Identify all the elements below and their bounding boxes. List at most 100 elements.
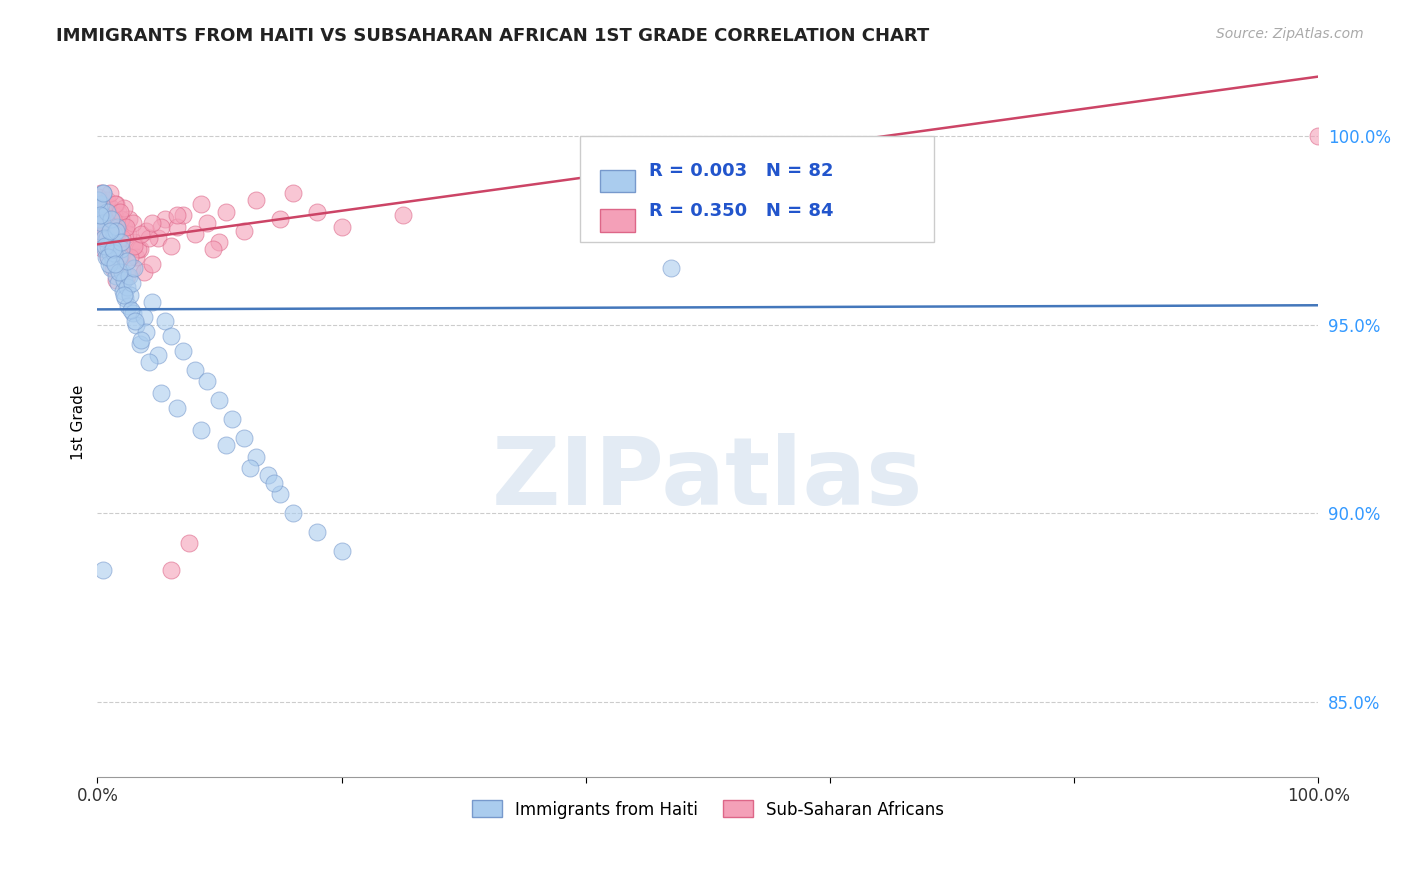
Point [330,219,353,234]
Point [132,310,155,325]
Point [97,238,120,252]
Point [135,325,157,339]
Point [120,287,142,301]
Legend: Immigrants from Haiti, Sub-Saharan Africans: Immigrants from Haiti, Sub-Saharan Afric… [465,794,950,825]
Point [121,277,143,291]
Point [94,250,117,264]
Point [100,201,122,215]
Point [101,212,124,227]
Point [98,246,121,260]
Point [93,243,115,257]
Point [108,253,131,268]
Point [111,284,134,298]
Point [93,204,115,219]
Point [127,243,149,257]
Point [89,212,111,227]
Point [159,238,181,252]
Point [153,314,176,328]
Point [89,201,111,215]
Point [90,197,112,211]
Point [110,212,132,227]
Point [103,209,125,223]
Point [307,204,329,219]
Point [148,348,170,362]
Point [104,268,127,283]
Point [214,204,236,219]
Point [91,201,114,215]
Point [105,219,128,234]
Point [172,209,194,223]
Point [239,461,262,475]
Point [103,209,125,223]
Point [112,287,135,301]
Point [330,543,353,558]
Point [104,197,127,211]
Point [112,219,135,234]
Point [110,235,132,249]
Point [135,223,157,237]
Point [89,197,111,211]
Point [117,253,139,268]
Point [101,235,124,249]
Point [232,223,254,237]
Point [93,216,115,230]
Point [96,204,118,219]
Point [195,374,218,388]
Point [124,314,146,328]
Point [138,355,160,369]
Point [166,219,188,234]
Point [659,261,682,276]
Point [94,223,117,237]
Point [110,243,132,257]
Point [131,227,153,242]
Point [108,204,131,219]
Point [97,235,120,249]
Point [97,250,120,264]
Point [121,216,143,230]
Point [153,212,176,227]
Text: Source: ZipAtlas.com: Source: ZipAtlas.com [1216,27,1364,41]
Point [232,431,254,445]
Point [122,261,145,276]
Point [141,295,163,310]
Point [117,299,139,313]
Point [307,524,329,539]
Point [148,231,170,245]
Point [89,223,111,237]
Point [122,238,145,252]
Point [149,219,172,234]
Point [122,235,145,249]
Point [87,194,110,208]
Point [94,231,117,245]
Point [214,438,236,452]
Point [184,363,207,377]
Point [93,563,115,577]
Point [103,261,125,276]
Point [117,227,139,242]
Point [104,272,127,286]
Point [87,212,110,227]
FancyBboxPatch shape [600,169,634,193]
Point [93,186,115,200]
Point [111,265,134,279]
Point [115,280,138,294]
Text: R = 0.350   N = 84: R = 0.350 N = 84 [650,202,834,219]
Point [208,393,231,408]
Point [111,231,134,245]
Point [97,231,120,245]
Point [107,277,129,291]
Point [105,197,128,211]
Point [121,261,143,276]
Text: IMMIGRANTS FROM HAITI VS SUBSAHARAN AFRICAN 1ST GRADE CORRELATION CHART: IMMIGRANTS FROM HAITI VS SUBSAHARAN AFRI… [56,27,929,45]
Point [112,272,135,286]
Point [97,257,120,271]
Point [115,219,138,234]
Point [112,201,135,215]
Point [190,423,212,437]
Point [125,250,148,264]
Point [101,235,124,249]
Point [118,250,141,264]
Point [1308,129,1330,144]
Point [245,450,267,464]
Point [104,257,127,271]
